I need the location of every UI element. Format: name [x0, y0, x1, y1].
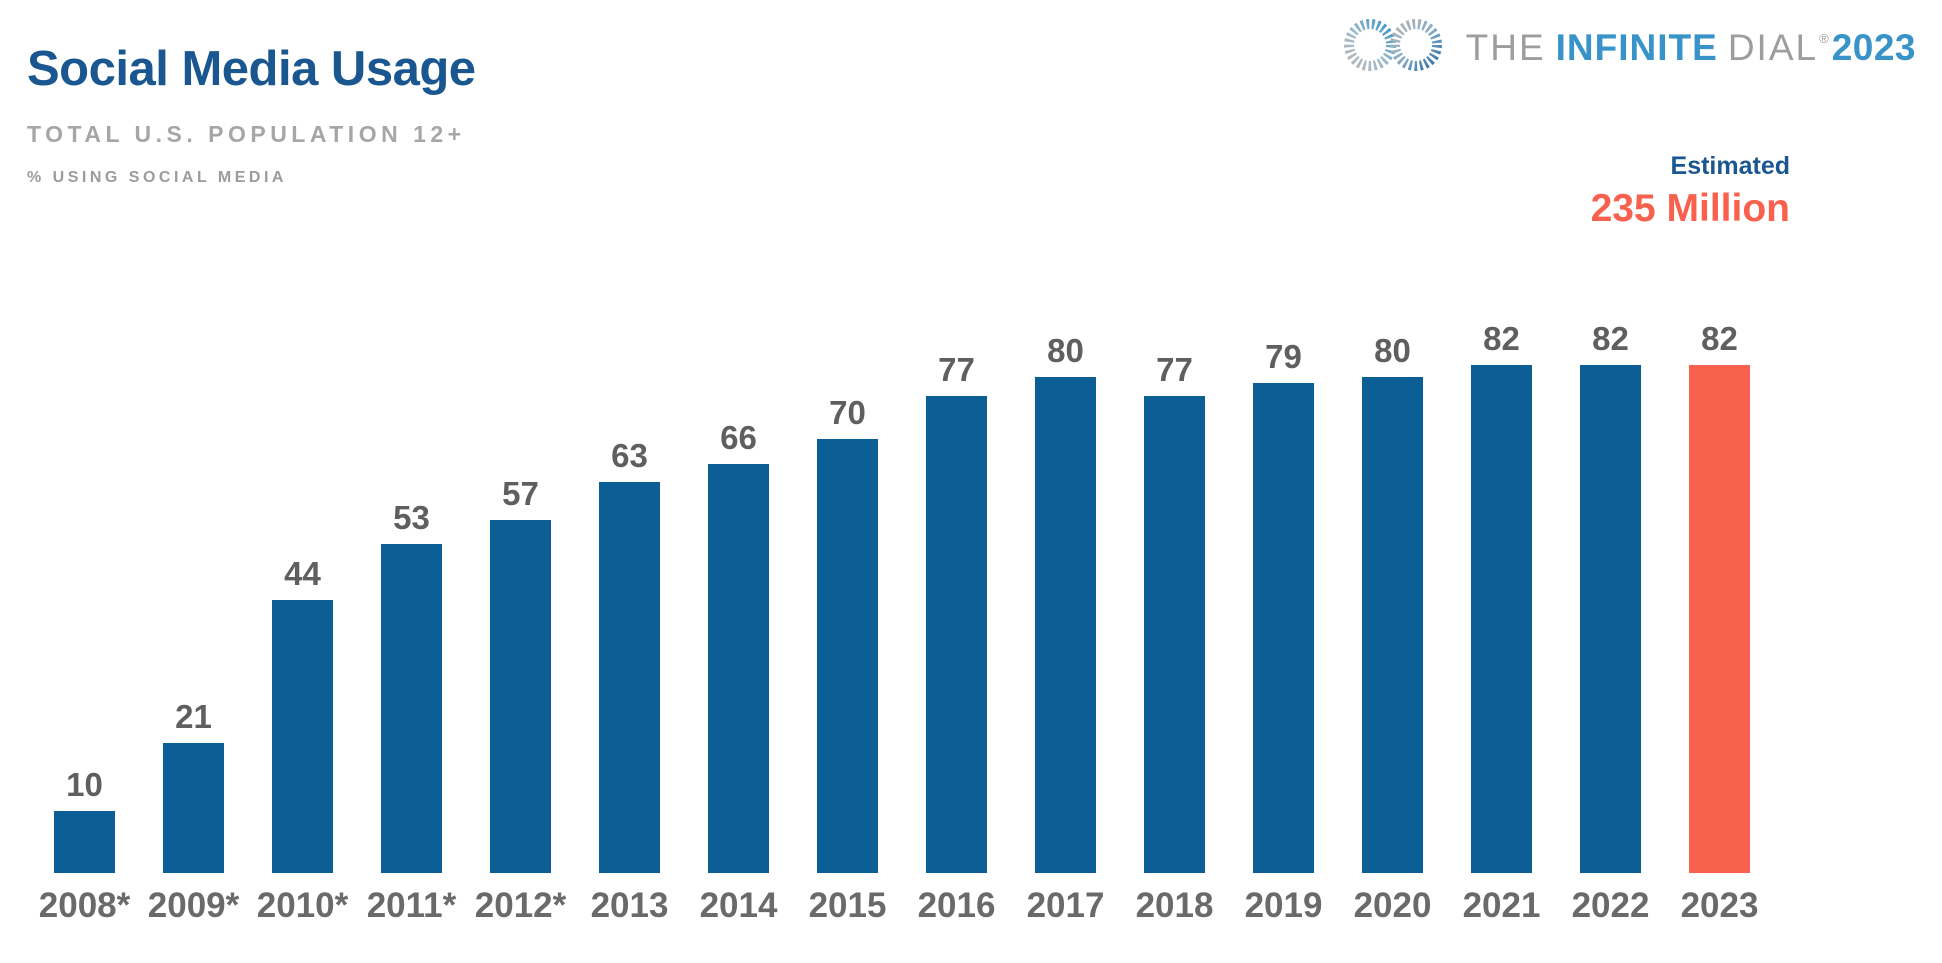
bar-2008: 10 2008* [39, 766, 130, 925]
bar-value-label: 77 [1156, 351, 1193, 388]
x-axis-label: 2013 [590, 886, 669, 925]
bar-2009: 21 2009* [148, 698, 239, 925]
bar-2021: 82 2021 [1463, 320, 1541, 925]
x-axis-label: 2018 [1135, 886, 1214, 925]
bar-value-label: 80 [1047, 332, 1084, 369]
bar-2011: 53 2011* [367, 499, 457, 925]
x-axis-label: 2021 [1462, 886, 1541, 925]
bar-value-label: 77 [938, 351, 975, 388]
bar-2020: 80 2020 [1354, 332, 1432, 925]
bar-value-label: 53 [393, 499, 430, 536]
infinity-equalizer-icon [1334, 14, 1456, 81]
x-axis-label: 2009* [147, 886, 240, 925]
bar-2017: 80 2017 [1027, 332, 1105, 925]
header: Social Media Usage TOTAL U.S. POPULATION… [27, 42, 476, 187]
bar-value-label: 70 [829, 394, 866, 431]
page-title: Social Media Usage [27, 42, 476, 96]
bar-value-label: 79 [1265, 338, 1302, 375]
bar-value-label: 21 [175, 698, 212, 735]
x-axis-label: 2011* [366, 886, 457, 925]
bar-value-label: 10 [66, 766, 103, 803]
brand-the: THE [1465, 26, 1546, 68]
metric-label: % USING SOCIAL MEDIA [27, 169, 287, 187]
bar-value-label: 66 [720, 419, 757, 456]
bar-2018: 77 2018 [1136, 351, 1214, 925]
x-axis-label: 2012* [474, 886, 567, 925]
bar-chart: 10 2008* 21 2009* 44 2010* 53 2011* 57 2012* 63 201… [39, 320, 1759, 925]
brand-wordmark: THE INFINITE DIAL ® 2023 [1466, 27, 1916, 69]
x-axis-label: 2015 [808, 886, 887, 925]
estimate-label: Estimated [1670, 152, 1790, 180]
x-axis-label: 2020 [1353, 886, 1432, 925]
bar-2015: 70 2015 [809, 394, 887, 925]
bar-value-label: 82 [1592, 320, 1629, 357]
bar-value-label: 44 [284, 555, 321, 592]
brand-dial: DIAL [1727, 26, 1819, 68]
x-axis-label: 2022 [1571, 886, 1650, 925]
bar-2012: 57 2012* [475, 475, 566, 925]
bar-2014: 66 2014 [700, 419, 778, 925]
x-axis-label: 2019 [1244, 886, 1323, 925]
bar-2019: 79 2019 [1245, 338, 1323, 925]
bar-value-label: 57 [502, 475, 539, 512]
bar-value-label: 82 [1483, 320, 1520, 357]
estimate-callout: Estimated 235 Million [1591, 152, 1790, 231]
x-axis-label: 2010* [256, 886, 349, 925]
x-axis-label: 2014 [699, 886, 778, 925]
brand-year: 2023 [1831, 26, 1916, 68]
bar-2023: 82 2023 [1681, 320, 1759, 925]
bar-2013: 63 2013 [591, 437, 669, 925]
brand-infinite: INFINITE [1555, 26, 1718, 68]
brand-logo: THE INFINITE DIAL ® 2023 [1334, 14, 1916, 81]
registered-mark-icon: ® [1819, 30, 1829, 46]
x-axis-label: 2023 [1680, 886, 1759, 925]
bar-value-label: 80 [1374, 332, 1411, 369]
bar-value-label: 82 [1701, 320, 1738, 357]
bar-2010: 44 2010* [257, 555, 348, 925]
x-axis-label: 2008* [38, 886, 131, 925]
x-axis-label: 2016 [917, 886, 996, 925]
population-subtitle: TOTAL U.S. POPULATION 12+ [27, 121, 466, 148]
estimate-value: 235 Million [1590, 187, 1790, 230]
bar-2016: 77 2016 [918, 351, 996, 925]
bar-value-label: 63 [611, 437, 648, 474]
x-axis-label: 2017 [1026, 886, 1105, 925]
bar-2022: 82 2022 [1572, 320, 1650, 925]
